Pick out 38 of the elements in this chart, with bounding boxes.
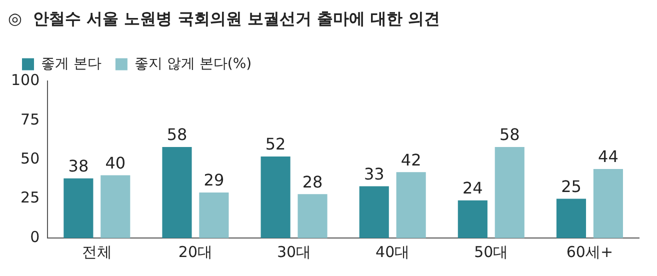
data-label: 28 (302, 172, 323, 192)
bar (359, 186, 389, 238)
y-tick-label: 0 (30, 228, 40, 246)
data-label: 40 (105, 153, 126, 172)
bar (593, 169, 623, 238)
bar (162, 147, 192, 238)
bar (494, 147, 524, 238)
y-tick-label: 50 (20, 149, 40, 168)
x-tick-label: 60세+ (566, 242, 614, 261)
data-label: 38 (68, 156, 89, 176)
y-tick-label: 75 (20, 110, 40, 128)
bar (458, 200, 488, 238)
bar (199, 192, 229, 238)
data-label: 58 (166, 125, 188, 144)
y-tick-label: 25 (20, 188, 40, 207)
legend-label: 좋게 본다 (41, 56, 102, 72)
data-label: 58 (499, 125, 520, 144)
bar (64, 178, 94, 238)
bar (260, 156, 290, 238)
data-label: 25 (561, 176, 582, 196)
data-label: 52 (265, 134, 286, 154)
data-label: 24 (462, 178, 483, 198)
bar (396, 172, 426, 238)
x-tick-label: 50대 (474, 242, 508, 261)
legend-label: 좋지 않게 본다(%) (134, 56, 252, 72)
chart-title: ◎ 안철수 서울 노원병 국회의원 보궐선거 출마에 대한 의견 (8, 8, 440, 28)
y-tick-label: 100 (10, 71, 40, 90)
bar (298, 194, 328, 238)
x-tick-label: 30대 (276, 242, 312, 261)
x-tick-label: 40대 (376, 242, 410, 261)
data-label: 42 (400, 150, 422, 170)
data-label: 44 (598, 147, 618, 166)
x-tick-label: 전체 (82, 242, 112, 261)
data-label: 29 (204, 170, 224, 190)
bar (556, 198, 586, 238)
x-tick-label: 20대 (178, 242, 213, 261)
data-label: 33 (364, 164, 384, 184)
bar (100, 175, 130, 238)
